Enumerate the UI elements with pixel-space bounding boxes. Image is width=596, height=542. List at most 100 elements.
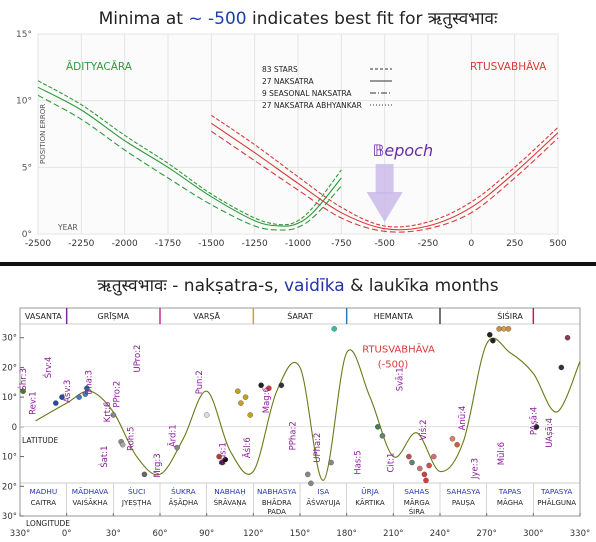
nakshatra-label: Svā:1 [396,367,406,391]
star-point [406,453,412,460]
top-x-axis-label: YEAR [57,223,78,232]
bottom-x-tick-label: 120° [243,529,263,539]
month-vaidika: IṢA [317,487,329,496]
star-point [238,400,244,406]
nakshatra-label: Kṛt:6 [103,402,113,423]
star-point [331,326,337,332]
top-x-tick-label: 250 [506,239,523,249]
rtusvabhava-annotation-sub: (-500) [378,359,409,370]
nakshatra-label: Pun:2 [195,370,205,394]
bottom-title-part-2: & laukīka months [344,276,499,296]
star-point [558,364,565,371]
month-vaidika: NABHAḤ [214,487,245,496]
bottom-x-tick-label: 210° [383,529,403,539]
top-title-part-3: ऋतुस्वभावः [427,9,498,29]
nakshatra-label: Śhr:3 [17,368,29,390]
top-legend-label: 27 NAKSATRA [262,77,315,86]
star-point [84,385,90,391]
epoch-annotation: 𝔹epoch [373,141,433,160]
star-point [216,453,222,460]
epoch-arrow-head [366,192,403,222]
nakshatra-label: Rev:1 [29,391,39,415]
bottom-x-axis-label: LONGITUDE [26,519,70,528]
bottom-y-tick-label: 30° [2,512,17,522]
star-point [141,471,148,478]
star-point [423,477,429,484]
star-point [222,456,229,463]
bottom-x-tick-label: 330° [570,529,590,539]
month-laukika: KĀRTIKA [355,498,385,507]
star-point [258,382,264,389]
star-point [59,394,65,400]
star-point [490,337,496,344]
star-point [487,331,493,338]
month-vaidika: TAPASYA [540,487,572,496]
season-label: GRĪṢMA [98,311,130,321]
star-point [449,435,456,442]
bottom-chart: VASANTA GRĪṢMA VARṢĀ ŚARAT HEMANTA ŚIŚIRA MADH… [2,307,590,539]
top-series-line-4 [210,114,559,228]
nakshatra-label: Anū:4 [458,406,468,431]
bottom-y-tick-label: 20° [2,482,17,492]
nakshatra-label: UPro:2 [133,345,143,373]
top-x-tick-label: -750 [331,239,352,249]
month-vaidika: SAHASYA [446,487,480,496]
month-vaidika: ŪRJA [361,487,378,496]
nakshatra-label: Pus:1 [218,442,228,465]
star-point [247,412,253,418]
season-label: VARṢĀ [193,311,220,321]
top-x-tick-label: 0 [468,239,474,249]
nakshatra-label: PPro:2 [113,381,123,408]
season-label: VASANTA [25,312,62,321]
nakshatra-label: Viś:2 [418,419,429,440]
month-laukika: ŚRĀVAṆA [214,498,247,507]
month-laukika: BHĀDRA [262,498,292,507]
nakshatra-label: Āśl:6 [242,437,253,458]
nakshatra-label: PAṣā:4 [529,407,539,435]
month-vaidika: SAHAS [404,487,429,496]
ecliptic-curve [35,337,581,481]
star-point [501,326,507,332]
season-label: ŚARAT [287,310,313,321]
month-laukika: ĀṢĀḌHA [169,498,199,507]
bottom-y-tick-label: 20° [2,363,17,373]
top-y-tick-label: 0° [22,230,32,240]
rtusvabhava-annotation: RTUSVABHĀVA [362,343,435,356]
bottom-x-tick-label: 150° [290,529,310,539]
star-point [505,326,512,332]
bottom-x-tick-label: 180° [336,529,356,539]
month-vaidika: TAPAS [498,487,522,496]
bottom-title-part-0: ऋतुस्वभावः - nakṣatra-s, [97,276,284,296]
top-x-tick-label: -1750 [155,239,181,249]
top-chart: -2500 -2250 -2000 -1750 -1500 -1250 -1000 -750-… [16,30,567,249]
nakshatra-label: Bha:3 [85,370,95,395]
star-point [496,326,502,332]
star-point [421,471,428,478]
nakshatra-label: Mrg:3 [153,453,163,477]
month-laukika: JYEṢṬHA [121,499,152,507]
month-laukika: CAITRA [31,499,57,507]
panel-divider [0,262,596,266]
bottom-x-tick-label: 300° [523,529,543,539]
star-point [242,394,249,400]
bottom-y-tick-label: 30° [2,334,17,344]
star-point [417,465,423,472]
bottom-title-part-1: vaidīka [283,276,345,296]
bottom-x-tick-label: 60° [152,529,167,539]
star-point [564,334,571,341]
star-point [278,382,285,389]
star-point [379,433,386,439]
top-legend-label: 9 SEASONAL NAKSATRA [262,89,352,98]
nakshatra-label: Has:5 [354,450,364,474]
star-point [266,385,272,391]
nakshatra-label: Cit:1 [386,453,396,473]
star-point [76,394,82,400]
season-label: HEMANTA [374,312,414,321]
bottom-x-tick-label: 330° [10,529,30,539]
top-x-tick-label: -2250 [68,239,94,249]
star-point [110,412,117,418]
bottom-x-tick-label: 270° [476,529,496,539]
star-point [203,412,210,418]
top-group-label-rtu: RTUSVABHĀVA [470,60,547,73]
star-point [82,391,89,397]
